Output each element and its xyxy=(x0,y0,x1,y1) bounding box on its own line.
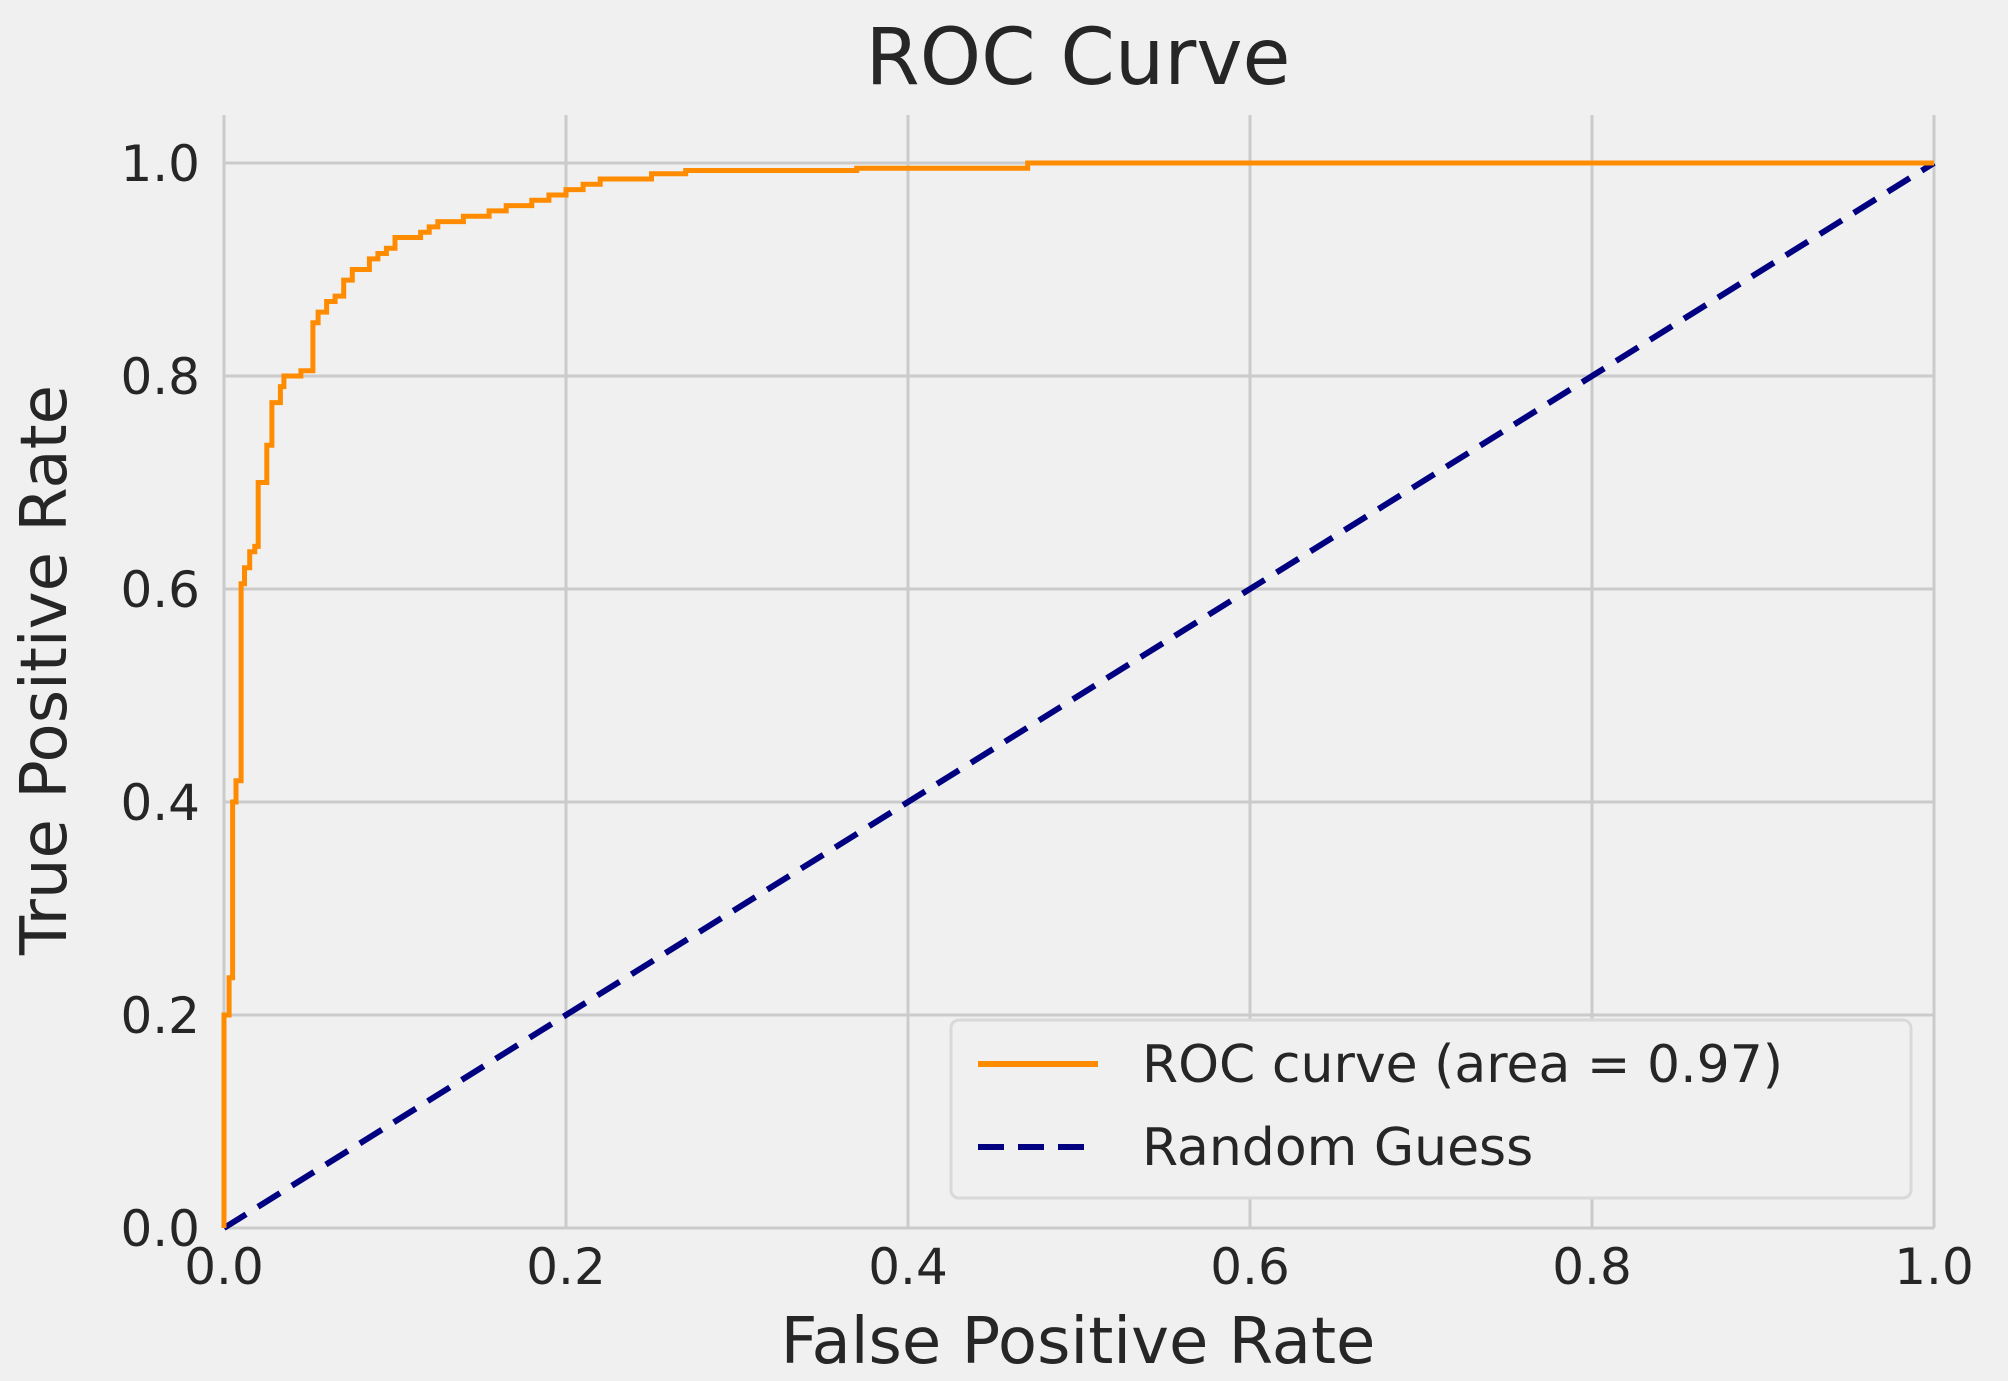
legend-roc-label: ROC curve (area = 0.97) xyxy=(1142,1035,1783,1095)
series-lines xyxy=(221,160,1936,1231)
y-axis-label: True Positive Rate xyxy=(8,385,82,956)
y-tick-label: 0.2 xyxy=(120,987,200,1045)
y-tick-label: 0.8 xyxy=(120,348,200,406)
chart-title: ROC Curve xyxy=(866,13,1291,103)
x-tick-label: 0.2 xyxy=(526,1238,606,1296)
y-tick-label: 1.0 xyxy=(120,135,200,193)
random-guess-line xyxy=(222,160,1936,1231)
x-tick-label: 1.0 xyxy=(1894,1238,1974,1296)
y-tick-label: 0.4 xyxy=(120,774,200,832)
legend-random-label: Random Guess xyxy=(1142,1118,1533,1178)
x-tick-label: 0.4 xyxy=(868,1238,948,1296)
x-tick-label: 0.6 xyxy=(1210,1238,1290,1296)
x-tick-label: 0.0 xyxy=(184,1238,264,1296)
grid-lines xyxy=(222,115,1936,1230)
x-axis-label: False Positive Rate xyxy=(781,1305,1376,1377)
roc-curve-line xyxy=(221,160,1934,1228)
tick-labels: 0.0 0.2 0.4 0.6 0.8 1.0 0.0 0.2 0.4 0.6 0.8 1.0 xyxy=(120,135,1973,1296)
y-tick-label: 0.0 xyxy=(120,1200,200,1258)
legend: ROC curve (area = 0.97) Random Guess xyxy=(949,1018,1913,1200)
x-tick-label: 0.8 xyxy=(1552,1238,1632,1296)
y-tick-label: 0.6 xyxy=(120,561,200,619)
legend-frame xyxy=(949,1018,1913,1200)
